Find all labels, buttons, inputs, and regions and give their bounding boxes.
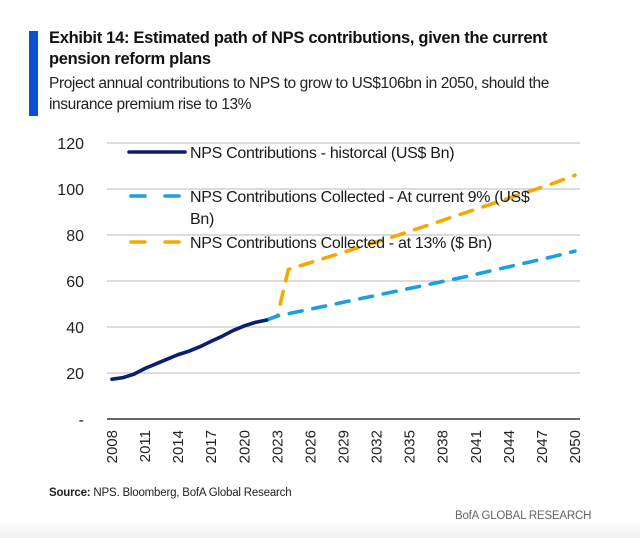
y-tick-label: - [79, 412, 84, 429]
legend-label-line: Bn) [190, 211, 214, 228]
x-tick-label: 2044 [501, 430, 518, 463]
chart-subtitle: Project annual contributions to NPS to g… [49, 75, 549, 113]
gridlines [107, 142, 580, 420]
x-tick-label: 2032 [369, 430, 386, 463]
legend: NPS Contributions - historcal (US$ Bn) NP… [127, 145, 530, 252]
series-line-current-9pct [264, 249, 577, 322]
y-tick-label: 100 [57, 182, 84, 199]
x-tick-label: 2029 [336, 430, 353, 463]
bottom-fade [0, 520, 640, 538]
source-note: Source: NPS. Bloomberg, BofA Global Rese… [49, 487, 292, 499]
legend-label: NPS Contributions Collected - At current… [190, 189, 530, 228]
x-tick-label: 2047 [534, 430, 551, 463]
x-tick-label: 2020 [236, 430, 253, 463]
x-tick-label: 2023 [269, 430, 286, 463]
x-tick-label: 2026 [302, 430, 319, 463]
x-tick-label: 2050 [567, 430, 584, 463]
x-tick-label: 2041 [468, 430, 485, 463]
x-axis-ticks: 2008 2011 2014 2017 2020 2023 2026 2029 2032 2035… [104, 430, 584, 463]
brand-label: BofA GLOBAL RESEARCH [455, 510, 592, 522]
y-axis-ticks: - 20 40 60 80 100 120 [57, 136, 84, 429]
chart-title: Exhibit 14: Estimated path of NPS contri… [49, 29, 548, 68]
x-tick-label: 2011 [137, 430, 154, 462]
y-tick-label: 20 [66, 366, 84, 383]
legend-label: NPS Contributions Collected - at 13% ($ … [190, 235, 492, 252]
y-tick-label: 60 [66, 274, 84, 291]
series-line-historical [110, 318, 269, 382]
x-tick-label: 2014 [170, 430, 187, 463]
x-tick-label: 2035 [402, 430, 419, 463]
source-label: Source: [49, 487, 91, 499]
legend-label-line: NPS Contributions Collected - At current… [190, 189, 530, 206]
legend-label: NPS Contributions - historcal (US$ Bn) [190, 145, 454, 162]
series-line-at-13pct [264, 173, 577, 322]
x-tick-label: 2038 [435, 430, 452, 463]
series [110, 173, 577, 382]
source-text: NPS. Bloomberg, BofA Global Research [90, 487, 292, 499]
y-tick-label: 120 [57, 136, 84, 153]
y-tick-label: 80 [66, 228, 84, 245]
x-tick-label: 2008 [104, 430, 121, 463]
accent-bar [29, 31, 38, 116]
x-tick-label: 2017 [203, 430, 220, 463]
y-tick-label: 40 [66, 320, 84, 337]
